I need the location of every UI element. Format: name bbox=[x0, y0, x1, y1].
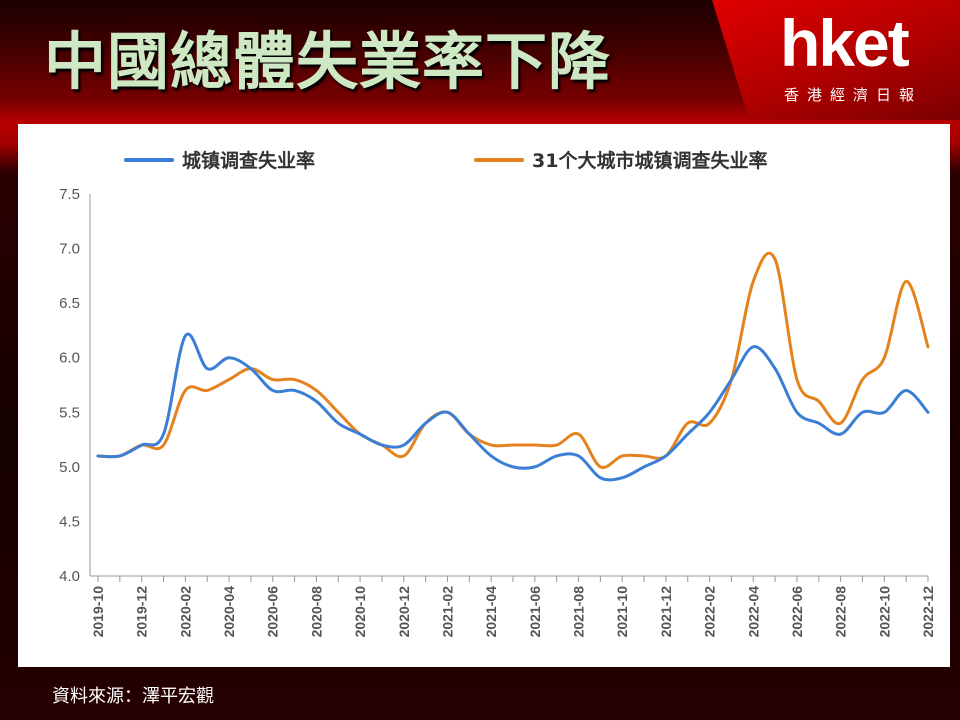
y-tick-label: 6.0 bbox=[59, 350, 80, 367]
series-line-urban-rate bbox=[96, 332, 930, 482]
legend-item-urban-rate: 城镇调查失业率 bbox=[124, 149, 315, 172]
x-tick-label: 2021-08 bbox=[571, 586, 587, 638]
x-axis: 2019-10 2019-12 2020-02 2020-04 2020-06 2020-… bbox=[90, 575, 936, 638]
x-tick-label: 2019-12 bbox=[134, 586, 150, 638]
x-tick-label: 2020-02 bbox=[177, 586, 193, 638]
y-tick-label: 5.0 bbox=[59, 459, 80, 476]
legend-label: 城镇调查失业率 bbox=[182, 149, 315, 172]
y-tick-label: 5.5 bbox=[59, 404, 80, 421]
page-title: 中國總體失業率下降 bbox=[44, 25, 612, 98]
source-note: 資料來源：澤平宏觀 bbox=[52, 686, 214, 707]
x-tick-label: 2021-10 bbox=[614, 586, 630, 638]
x-tick-label: 2020-10 bbox=[352, 586, 368, 638]
chart-legend: 城镇调查失业率 31个大城市城镇调查失业率 bbox=[124, 149, 767, 172]
x-tick-label: 2021-06 bbox=[527, 586, 543, 638]
logo-panel bbox=[712, 0, 960, 120]
x-tick-label: 2021-12 bbox=[658, 586, 674, 638]
x-tick-label: 2022-04 bbox=[745, 586, 761, 638]
x-tick-label: 2021-02 bbox=[439, 586, 455, 638]
header-banner: 中國總體失業率下降 hket 香港經濟日報 bbox=[0, 0, 960, 120]
x-tick-label: 2019-10 bbox=[90, 586, 106, 638]
x-tick-label: 2020-08 bbox=[308, 586, 324, 638]
series-layer bbox=[96, 251, 930, 482]
x-tick-label: 2020-04 bbox=[221, 586, 237, 638]
legend-item-31-cities-rate: 31个大城市城镇调查失业率 bbox=[474, 149, 767, 172]
x-tick-label: 2022-12 bbox=[920, 586, 936, 638]
x-tick-label: 2020-06 bbox=[265, 586, 281, 638]
y-tick-label: 4.0 bbox=[59, 568, 80, 585]
x-tick-label: 2022-06 bbox=[789, 586, 805, 638]
y-axis: 4.0 4.5 5.0 5.5 6.0 6.5 7.0 7.5 bbox=[59, 186, 91, 585]
x-tick-label: 2022-02 bbox=[702, 586, 718, 638]
legend-label: 31个大城市城镇调查失业率 bbox=[532, 149, 767, 172]
series-line-31-cities-rate bbox=[96, 251, 930, 469]
y-tick-label: 7.5 bbox=[59, 186, 80, 203]
x-tick-label: 2022-08 bbox=[833, 586, 849, 638]
y-tick-label: 4.5 bbox=[59, 513, 80, 530]
y-tick-label: 7.0 bbox=[59, 241, 80, 258]
y-tick-label: 6.5 bbox=[59, 295, 80, 312]
line-chart: 城镇调查失业率 31个大城市城镇调查失业率 4.0 4.5 5.0 5.5 6.0 6.5 7… bbox=[59, 149, 936, 638]
x-tick-label: 2022-10 bbox=[876, 586, 892, 638]
x-tick-label: 2020-12 bbox=[396, 586, 412, 638]
logo-subtitle: 香港經濟日報 bbox=[784, 86, 923, 104]
hket-logo: hket bbox=[780, 6, 910, 80]
chart-panel: 城镇调查失业率 31个大城市城镇调查失业率 4.0 4.5 5.0 5.5 6.0 6.5 7… bbox=[18, 124, 950, 667]
x-tick-label: 2021-04 bbox=[483, 586, 499, 638]
